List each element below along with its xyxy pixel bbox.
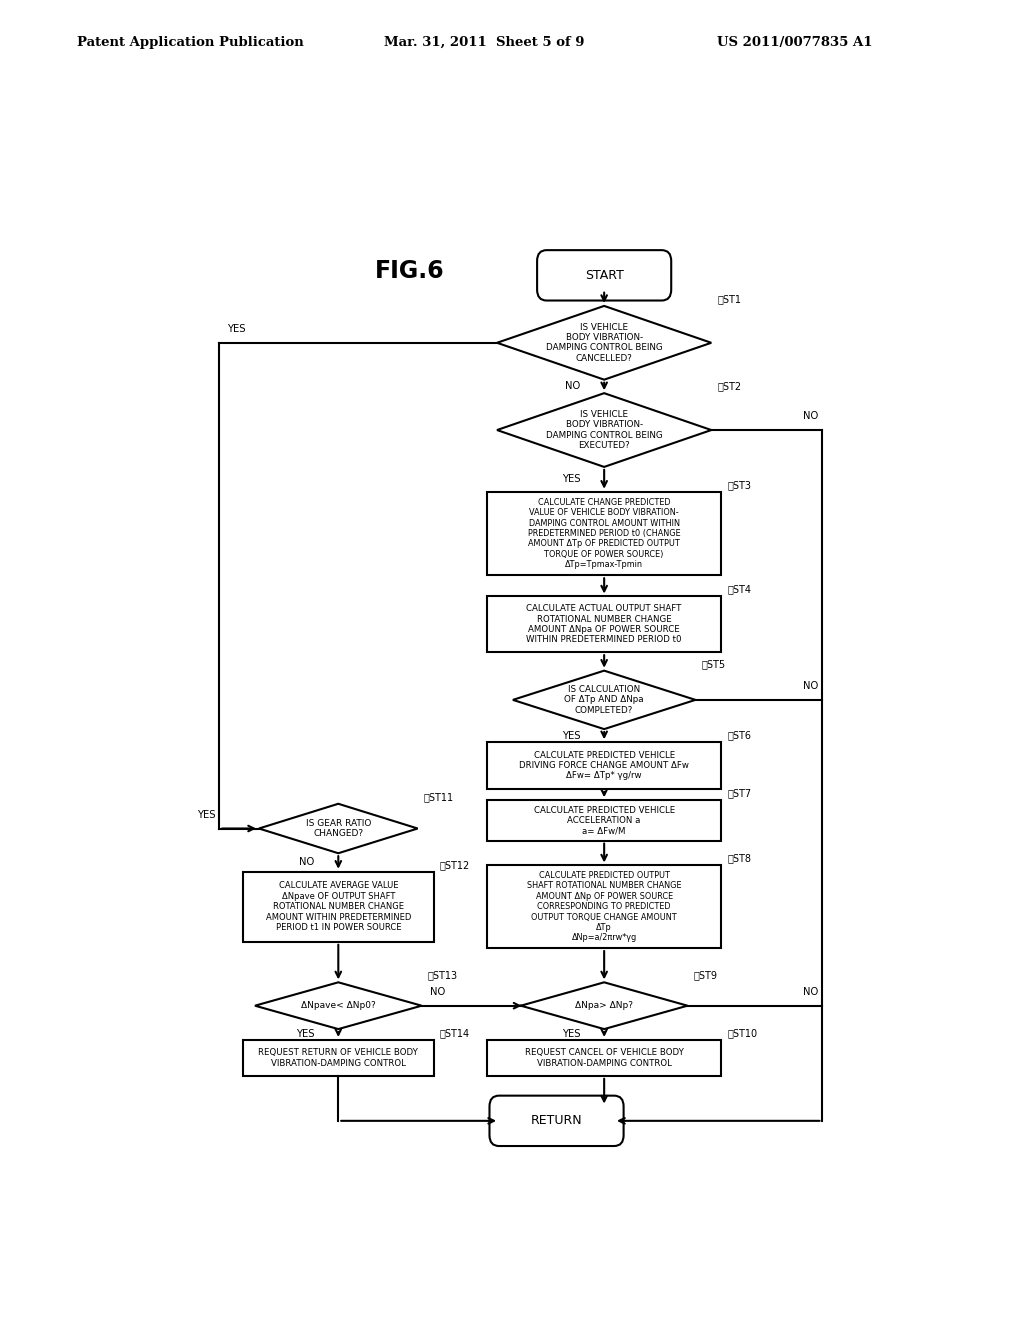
Bar <box>487 1040 721 1076</box>
Text: YES: YES <box>197 809 215 820</box>
Text: REQUEST CANCEL OF VEHICLE BODY
VIBRATION-DAMPING CONTROL: REQUEST CANCEL OF VEHICLE BODY VIBRATION… <box>524 1048 684 1068</box>
Text: NO: NO <box>803 411 818 421</box>
Text: YES: YES <box>562 1030 581 1039</box>
FancyBboxPatch shape <box>538 251 671 301</box>
Bar <box>487 866 721 948</box>
Polygon shape <box>521 982 687 1030</box>
FancyBboxPatch shape <box>489 1096 624 1146</box>
Text: RETURN: RETURN <box>530 1114 583 1127</box>
Text: ΔNpave< ΔNp0?: ΔNpave< ΔNp0? <box>301 1001 376 1010</box>
Text: NO: NO <box>430 987 444 997</box>
Polygon shape <box>497 393 712 467</box>
Text: ␹ST1: ␹ST1 <box>718 294 741 304</box>
Text: ␹ST10: ␹ST10 <box>728 1028 758 1038</box>
Text: ␹ST6: ␹ST6 <box>728 730 752 741</box>
Text: NO: NO <box>299 858 314 867</box>
Text: CALCULATE CHANGE PREDICTED
VALUE OF VEHICLE BODY VIBRATION-
DAMPING CONTROL AMOU: CALCULATE CHANGE PREDICTED VALUE OF VEHI… <box>527 498 681 569</box>
Text: IS GEAR RATIO
CHANGED?: IS GEAR RATIO CHANGED? <box>305 818 371 838</box>
Text: YES: YES <box>296 1030 314 1039</box>
Text: ␹ST5: ␹ST5 <box>701 659 726 669</box>
Text: ΔNpa> ΔNp?: ΔNpa> ΔNp? <box>575 1001 633 1010</box>
Text: ␹ST4: ␹ST4 <box>728 585 752 594</box>
Bar <box>487 597 721 652</box>
Text: NO: NO <box>803 681 818 690</box>
Polygon shape <box>259 804 418 853</box>
Text: ␹ST14: ␹ST14 <box>440 1028 470 1038</box>
Text: IS VEHICLE
BODY VIBRATION-
DAMPING CONTROL BEING
EXECUTED?: IS VEHICLE BODY VIBRATION- DAMPING CONTR… <box>546 411 663 450</box>
Text: CALCULATE PREDICTED OUTPUT
SHAFT ROTATIONAL NUMBER CHANGE
AMOUNT ΔNp OF POWER SO: CALCULATE PREDICTED OUTPUT SHAFT ROTATIO… <box>527 871 681 942</box>
Text: IS CALCULATION
OF ΔTp AND ΔNpa
COMPLETED?: IS CALCULATION OF ΔTp AND ΔNpa COMPLETED… <box>564 685 644 715</box>
Bar <box>487 491 721 576</box>
Text: Patent Application Publication: Patent Application Publication <box>77 36 303 49</box>
Polygon shape <box>513 671 695 729</box>
Bar <box>243 871 433 942</box>
Text: ␹ST3: ␹ST3 <box>728 480 752 490</box>
Text: FIG.6: FIG.6 <box>375 259 444 282</box>
Text: CALCULATE AVERAGE VALUE
ΔNpave OF OUTPUT SHAFT
ROTATIONAL NUMBER CHANGE
AMOUNT W: CALCULATE AVERAGE VALUE ΔNpave OF OUTPUT… <box>265 882 411 932</box>
Text: CALCULATE PREDICTED VEHICLE
ACCELERATION a
a= ΔFw/M: CALCULATE PREDICTED VEHICLE ACCELERATION… <box>534 805 675 836</box>
Polygon shape <box>255 982 422 1030</box>
Text: ␹ST12: ␹ST12 <box>440 859 470 870</box>
Text: Mar. 31, 2011  Sheet 5 of 9: Mar. 31, 2011 Sheet 5 of 9 <box>384 36 585 49</box>
Bar <box>487 800 721 841</box>
Text: NO: NO <box>565 381 581 392</box>
Text: ␹ST2: ␹ST2 <box>718 381 741 391</box>
Text: ␹ST9: ␹ST9 <box>694 970 718 981</box>
Polygon shape <box>497 306 712 380</box>
Text: IS VEHICLE
BODY VIBRATION-
DAMPING CONTROL BEING
CANCELLED?: IS VEHICLE BODY VIBRATION- DAMPING CONTR… <box>546 322 663 363</box>
Text: YES: YES <box>562 474 581 484</box>
Text: CALCULATE ACTUAL OUTPUT SHAFT
ROTATIONAL NUMBER CHANGE
AMOUNT ΔNpa OF POWER SOUR: CALCULATE ACTUAL OUTPUT SHAFT ROTATIONAL… <box>526 605 682 644</box>
Text: ␹ST7: ␹ST7 <box>728 788 752 799</box>
Text: ␹ST11: ␹ST11 <box>424 792 454 803</box>
Text: REQUEST RETURN OF VEHICLE BODY
VIBRATION-DAMPING CONTROL: REQUEST RETURN OF VEHICLE BODY VIBRATION… <box>258 1048 418 1068</box>
Text: NO: NO <box>803 987 818 997</box>
Bar <box>487 742 721 789</box>
Text: START: START <box>585 269 624 282</box>
Text: US 2011/0077835 A1: US 2011/0077835 A1 <box>717 36 872 49</box>
Text: YES: YES <box>562 731 581 741</box>
Bar <box>243 1040 433 1076</box>
Text: ␹ST13: ␹ST13 <box>428 970 458 981</box>
Text: YES: YES <box>227 323 246 334</box>
Text: ␹ST8: ␹ST8 <box>728 854 752 863</box>
Text: CALCULATE PREDICTED VEHICLE
DRIVING FORCE CHANGE AMOUNT ΔFw
ΔFw= ΔTp* γg/rw: CALCULATE PREDICTED VEHICLE DRIVING FORC… <box>519 751 689 780</box>
